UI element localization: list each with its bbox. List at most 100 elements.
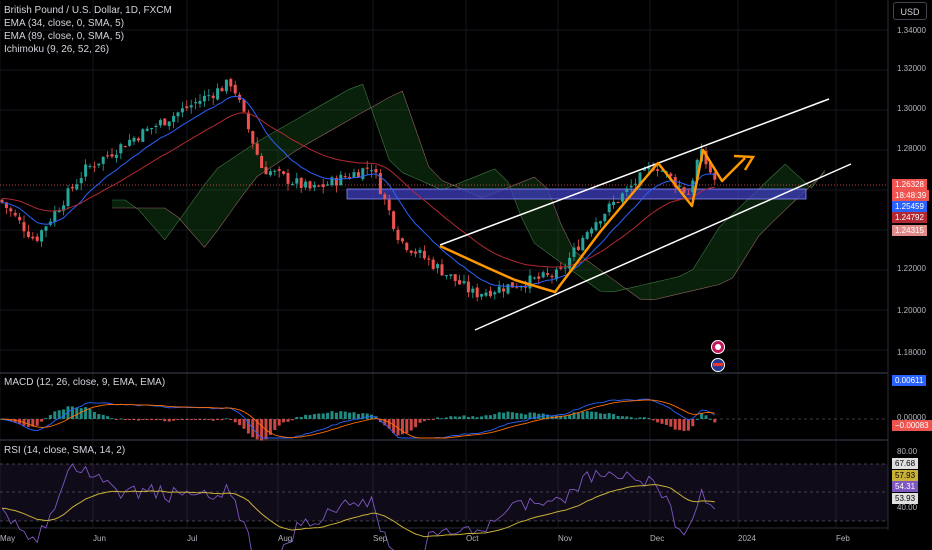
channel-upper-line[interactable] (439, 98, 830, 246)
rsi-legend[interactable]: RSI (14, close, SMA, 14, 2) (4, 445, 126, 456)
candle-body (634, 183, 638, 185)
candle-body (229, 79, 233, 87)
macd-bar (660, 419, 664, 424)
macd-bar (84, 407, 88, 419)
macd-bar (242, 419, 246, 429)
candle-body (101, 156, 105, 164)
candle-body (255, 143, 259, 155)
candle-body (176, 112, 180, 117)
macd-bar (180, 419, 184, 420)
candle-body (656, 169, 660, 171)
candle-body (75, 184, 79, 190)
candle-body (224, 79, 228, 92)
macd-bar (625, 416, 629, 419)
macd-bar (374, 416, 378, 419)
event-icon[interactable] (711, 340, 725, 354)
macd-bar (444, 417, 448, 419)
macd-bar (31, 419, 35, 427)
time-tick: Aug (278, 534, 293, 543)
candle-body (607, 203, 611, 213)
candle-body (308, 181, 312, 189)
macd-bar (198, 419, 202, 420)
macd-bar (708, 418, 712, 420)
candle-body (515, 287, 519, 289)
macd-bar (150, 419, 154, 420)
ema34-legend[interactable]: EMA (34, close, 0, SMA, 5) (4, 18, 125, 29)
macd-bar (238, 419, 242, 426)
candle-body (559, 267, 563, 269)
candle-body (682, 187, 686, 193)
candle-body (488, 290, 492, 297)
macd-bar (119, 418, 123, 420)
candle-body (348, 177, 352, 179)
rsi-lower-label: 53.93 (892, 493, 919, 504)
macd-bar (75, 407, 79, 419)
macd-bar (26, 419, 30, 428)
symbol-title[interactable]: British Pound / U.S. Dollar, 1D, FXCM (4, 5, 172, 16)
macd-bar (189, 419, 193, 420)
macd-bar (92, 411, 96, 419)
candle-body (62, 205, 66, 211)
macd-bar (326, 412, 330, 419)
grid (0, 0, 888, 528)
macd-bar (145, 419, 149, 420)
macd-bar (616, 415, 620, 419)
candle-body (9, 208, 13, 212)
channel-lower-line[interactable] (474, 163, 852, 331)
macd-legend[interactable]: MACD (12, 26, close, 9, EMA, EMA) (4, 377, 166, 388)
macd-bar (603, 413, 607, 419)
macd-bar (497, 412, 501, 419)
macd-hist-label: −0.00083 (892, 420, 932, 431)
candle-body (458, 280, 462, 285)
macd-bar (66, 406, 70, 419)
macd-bar (647, 417, 651, 419)
macd-bar (418, 419, 422, 423)
macd-bar (207, 419, 211, 420)
projection-path[interactable] (439, 148, 746, 294)
macd-bar (572, 412, 576, 419)
macd-bar (629, 417, 633, 419)
macd-bar (669, 419, 673, 427)
ichimoku-legend[interactable]: Ichimoku (9, 26, 52, 26) (4, 44, 110, 55)
macd-bar (194, 419, 198, 420)
candle-body (330, 177, 334, 185)
macd-bar (607, 413, 611, 419)
candle-body (92, 166, 96, 168)
flag-icon[interactable] (711, 358, 725, 372)
macd-bar (488, 415, 492, 419)
candle-body (317, 185, 321, 187)
candle-body (233, 84, 237, 94)
macd-bar (361, 413, 365, 419)
macd-bar (436, 417, 440, 419)
macd-signal-line (1, 399, 715, 439)
candle-body (4, 202, 8, 208)
macd-bar (576, 413, 580, 419)
candle-body (603, 213, 607, 222)
macd-value-label: 0.00611 (892, 375, 927, 386)
ema89-legend[interactable]: EMA (89, close, 0, SMA, 5) (4, 31, 125, 42)
candle-body (590, 228, 594, 234)
macd-bar (422, 419, 426, 422)
ichimoku-price-label: 1.24315 (892, 225, 927, 236)
candle-body (462, 281, 466, 284)
macd-bar (277, 419, 281, 426)
macd-bar (383, 419, 387, 426)
macd-bar (70, 406, 74, 419)
ema89-price-label: 1.24792 (892, 212, 927, 223)
candle-body (286, 172, 290, 184)
macd-bar (695, 418, 699, 420)
candle-body (40, 230, 44, 242)
macd-bar (664, 419, 668, 425)
candle-body (409, 250, 413, 253)
projection-arrowhead (733, 154, 756, 171)
candle-body (537, 276, 541, 279)
macd-bar (691, 419, 695, 427)
macd-bar (524, 414, 528, 419)
candle-body (475, 287, 479, 298)
candle-body (453, 274, 457, 281)
macd-bar (282, 419, 286, 423)
rsi-tick: 80.00 (897, 447, 918, 456)
candle-body (427, 258, 431, 260)
currency-button[interactable]: USD (893, 2, 927, 20)
